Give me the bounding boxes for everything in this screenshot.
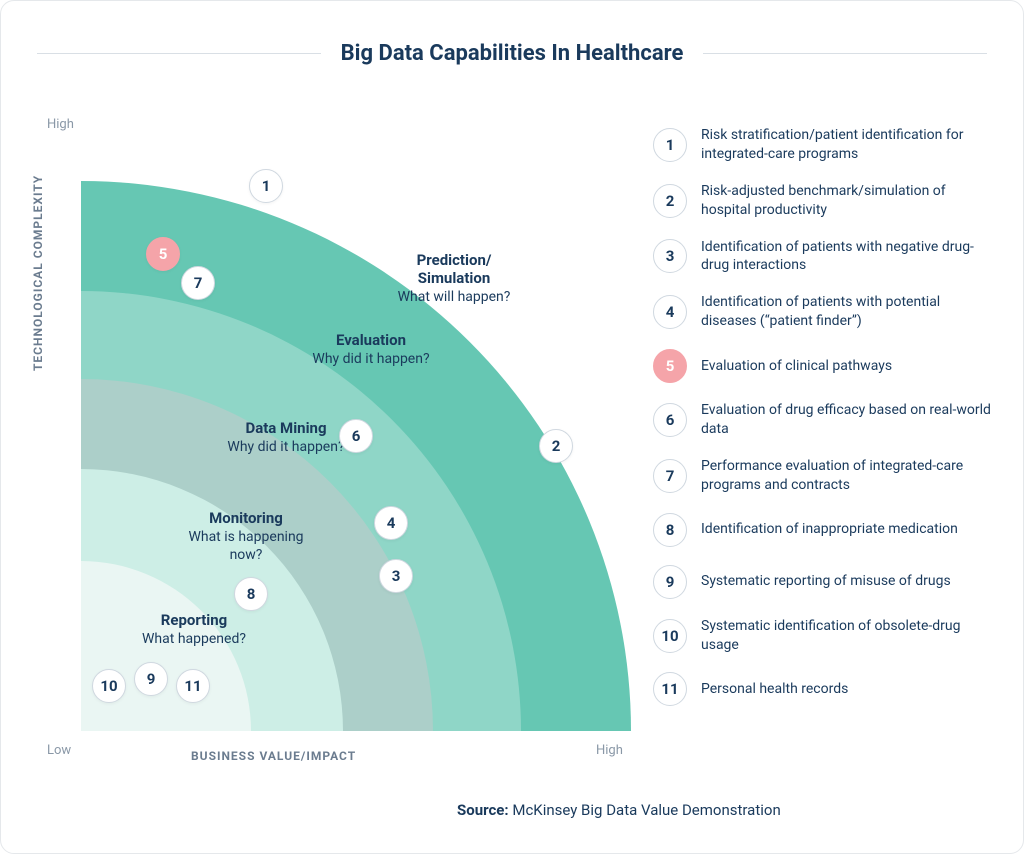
legend-row: 2 Risk-adjusted benchmark/simulation of h… <box>653 182 993 220</box>
band-subtitle: What is happening now? <box>181 529 311 564</box>
source-label: Source: <box>457 801 509 819</box>
legend-num-3: 3 <box>653 239 687 273</box>
legend-num-6: 6 <box>653 403 687 437</box>
source-text: McKinsey Big Data Value Demonstration <box>512 801 780 819</box>
chart-point-10: 10 <box>92 669 126 703</box>
legend-text: Identification of patients with negative… <box>701 238 993 276</box>
chart-title: Big Data Capabilities In Healthcare <box>341 41 684 66</box>
chart-point-3: 3 <box>379 559 413 593</box>
band-label: Evaluation Why did it happen? <box>306 331 436 369</box>
legend-num-4: 4 <box>653 295 687 329</box>
legend: 1 Risk stratification/patient identificat… <box>653 126 993 706</box>
legend-row: 1 Risk stratification/patient identificat… <box>653 126 993 164</box>
legend-text: Performance evaluation of integrated-car… <box>701 457 993 495</box>
band-subtitle: What happened? <box>129 631 259 649</box>
legend-row: 7 Performance evaluation of integrated-ca… <box>653 457 993 495</box>
legend-num-11: 11 <box>653 672 687 706</box>
legend-row: 11 Personal health records <box>653 672 993 706</box>
legend-text: Risk stratification/patient identificati… <box>701 126 993 164</box>
legend-text: Evaluation of drug efficacy based on rea… <box>701 401 993 439</box>
chart-point-11: 11 <box>176 669 210 703</box>
legend-text: Personal health records <box>701 680 848 699</box>
legend-num-2: 2 <box>653 184 687 218</box>
legend-row: 6 Evaluation of drug efficacy based on re… <box>653 401 993 439</box>
band-title: Prediction/ Simulation <box>389 251 519 287</box>
legend-row: 5 Evaluation of clinical pathways <box>653 349 993 383</box>
band-label: Reporting What happened? <box>129 611 259 649</box>
chart-point-1: 1 <box>249 169 283 203</box>
source-line: Source: McKinsey Big Data Value Demonstr… <box>457 801 781 819</box>
legend-num-10: 10 <box>653 619 687 653</box>
band-subtitle: Why did it happen? <box>306 351 436 369</box>
x-axis-label: BUSINESS VALUE/IMPACT <box>191 749 356 763</box>
divider-left <box>37 53 321 54</box>
legend-num-5: 5 <box>653 349 687 383</box>
band-title: Evaluation <box>306 331 436 349</box>
y-axis-low: Low <box>47 743 71 758</box>
legend-text: Systematic reporting of misuse of drugs <box>701 572 951 591</box>
band-subtitle: What will happen? <box>389 289 519 307</box>
x-axis-high: High <box>596 743 623 758</box>
legend-row: 4 Identification of patients with potenti… <box>653 293 993 331</box>
legend-text: Risk-adjusted benchmark/simulation of ho… <box>701 182 993 220</box>
band-title: Monitoring <box>181 509 311 527</box>
legend-row: 9 Systematic reporting of misuse of drugs <box>653 565 993 599</box>
legend-row: 3 Identification of patients with negativ… <box>653 238 993 276</box>
band-label: Monitoring What is happening now? <box>181 509 311 564</box>
y-axis-label: TECHNOLOGICAL COMPLEXITY <box>31 175 45 371</box>
chart-point-9: 9 <box>134 662 168 696</box>
band-subtitle: Why did it happen? <box>221 439 351 457</box>
divider-right <box>703 53 987 54</box>
infographic-container: Big Data Capabilities In Healthcare High… <box>0 0 1024 854</box>
legend-row: 10 Systematic identification of obsolete-… <box>653 617 993 655</box>
legend-num-7: 7 <box>653 459 687 493</box>
band-label: Prediction/ Simulation What will happen? <box>389 251 519 307</box>
legend-text: Evaluation of clinical pathways <box>701 357 892 376</box>
chart-point-6: 6 <box>339 419 373 453</box>
y-axis-high: High <box>47 117 74 132</box>
legend-num-8: 8 <box>653 513 687 547</box>
legend-text: Identification of inappropriate medicati… <box>701 520 958 539</box>
band-label: Data Mining Why did it happen? <box>221 419 351 457</box>
chart-point-8: 8 <box>234 577 268 611</box>
legend-num-1: 1 <box>653 128 687 162</box>
chart-point-5: 5 <box>146 237 180 271</box>
chart-point-2: 2 <box>539 429 573 463</box>
title-row: Big Data Capabilities In Healthcare <box>1 41 1023 66</box>
legend-row: 8 Identification of inappropriate medicat… <box>653 513 993 547</box>
legend-text: Systematic identification of obsolete-dr… <box>701 617 993 655</box>
legend-text: Identification of patients with potentia… <box>701 293 993 331</box>
chart-point-4: 4 <box>374 506 408 540</box>
band-title: Data Mining <box>221 419 351 437</box>
legend-num-9: 9 <box>653 565 687 599</box>
band-title: Reporting <box>129 611 259 629</box>
quadrant-chart: Reporting What happened? Monitoring What is… <box>81 131 631 731</box>
chart-point-7: 7 <box>181 266 215 300</box>
